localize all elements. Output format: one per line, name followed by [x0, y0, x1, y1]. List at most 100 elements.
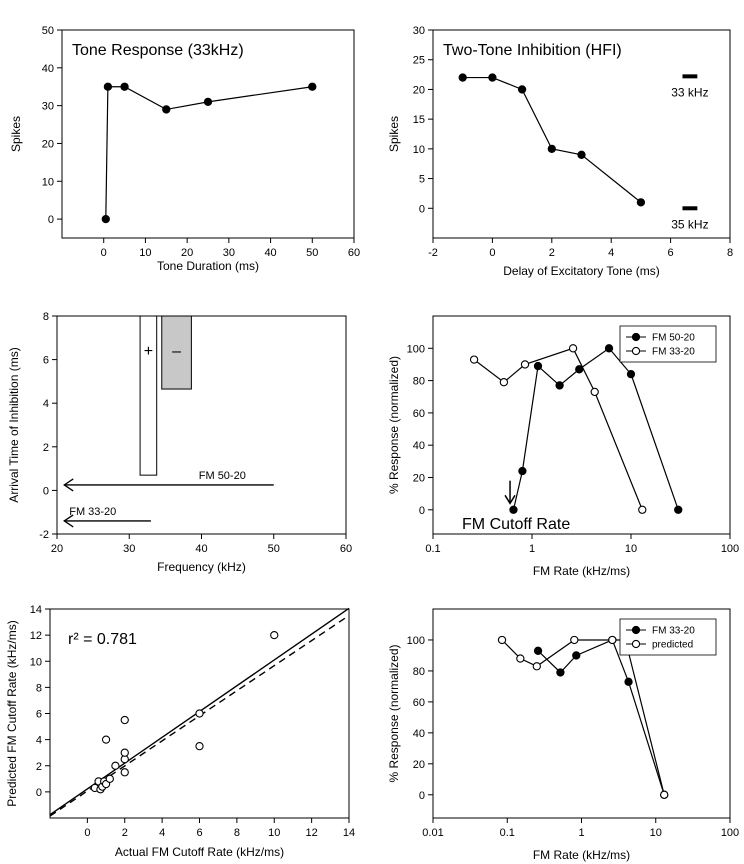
y-tick-label-D: 60 [413, 408, 425, 420]
x-tick-label-E: 8 [234, 827, 240, 839]
data-point-F-1 [497, 635, 507, 645]
legend-marker-D [631, 346, 641, 356]
y-axis-label-E: Predicted FM Cutoff Rate (kHz/ms) [5, 620, 19, 807]
data-point-E-0 [195, 709, 204, 718]
data-point-F-1 [516, 654, 525, 663]
x-tick-label-E: 0 [84, 827, 90, 839]
y-tick-label-B: 30 [413, 25, 425, 37]
y-tick-label-C: 6 [43, 355, 49, 367]
series-line-A-0 [105, 86, 313, 220]
x-tick-label-C: 50 [268, 543, 280, 555]
legend-label-D: FM 50-20 [652, 333, 695, 344]
y-tick-label-A: 0 [48, 214, 54, 226]
x-tick-label-E: 14 [343, 827, 355, 839]
x-tick-label-D: 0.1 [425, 543, 440, 555]
sweep-label-1: FM 33-20 [69, 506, 116, 518]
data-point-B-0 [547, 144, 556, 154]
data-point-B-0 [577, 150, 586, 159]
data-point-E-0 [120, 768, 129, 777]
y-tick-label-C: 4 [43, 398, 49, 410]
legend-marker-D [631, 332, 641, 342]
x-tick-label-B: -2 [428, 247, 438, 259]
x-tick-label-F: 1 [578, 827, 584, 839]
x-tick-label-F: 10 [650, 827, 662, 839]
plot-frame-B [432, 29, 731, 239]
data-point-D-1 [499, 378, 509, 387]
legend-marker-F [631, 625, 641, 635]
y-tick-label-E: 2 [36, 761, 42, 773]
y-tick-label-C: -2 [39, 529, 49, 541]
legend-label-D: FM 33-20 [652, 347, 695, 358]
data-point-A-0 [101, 214, 110, 224]
x-tick-label-C: 30 [123, 543, 135, 555]
y-axis-label-F: % Response (normalized) [387, 644, 401, 782]
data-point-D-0 [518, 466, 527, 476]
x-tick-label-A: 20 [181, 247, 193, 259]
data-point-D-1 [568, 344, 578, 353]
data-point-D-1 [469, 355, 479, 364]
x-tick-label-C: 40 [195, 543, 207, 555]
legend-box-D [619, 325, 717, 363]
x-tick-label-A: 30 [223, 247, 235, 259]
y-tick-label-C: 8 [43, 311, 49, 323]
chart-title-A: Tone Response (33kHz) [72, 42, 244, 59]
x-tick-label-B: 6 [668, 247, 674, 259]
y-tick-label-F: 80 [413, 666, 425, 678]
x-axis-label-F: FM Rate (kHz/ms) [533, 848, 630, 862]
x-tick-label-F: 100 [721, 827, 739, 839]
data-point-F-1 [660, 790, 669, 799]
legend-marker-F [631, 639, 641, 649]
data-point-E-0 [101, 735, 111, 744]
x-tick-label-B: 2 [549, 247, 555, 259]
data-point-B-0 [488, 73, 497, 82]
x-tick-label-A: 0 [101, 247, 107, 259]
y-tick-label-D: 0 [419, 505, 425, 517]
inhibition-bar-0 [139, 315, 158, 476]
x-tick-label-A: 40 [264, 247, 276, 259]
sweep-arrow-1-head [63, 514, 74, 528]
legend-label-F: predicted [652, 640, 693, 651]
series-line-D-1 [473, 347, 643, 511]
inhibition-bar-sign-1: – [172, 343, 181, 360]
x-tick-label-C: 20 [51, 543, 63, 555]
data-point-D-0 [604, 344, 614, 353]
y-tick-label-E: 4 [36, 735, 42, 747]
data-point-F-0 [533, 646, 543, 655]
x-tick-label-C: 60 [340, 543, 352, 555]
plot-frame-D [432, 315, 731, 535]
data-point-A-0 [308, 82, 317, 91]
x-tick-label-B: 4 [608, 247, 614, 259]
data-point-F-0 [572, 651, 581, 660]
y-axis-label-A: Spikes [9, 116, 23, 152]
y-tick-label-B: 0 [419, 203, 425, 215]
y-tick-label-E: 0 [36, 787, 42, 799]
data-point-B-0 [517, 85, 527, 94]
x-tick-label-E: 4 [159, 827, 165, 839]
r-squared-annotation: r² = 0.781 [68, 631, 137, 648]
data-point-B-0 [458, 73, 467, 82]
y-tick-label-E: 12 [30, 630, 42, 642]
x-tick-label-D: 10 [625, 543, 637, 555]
x-tick-label-E: 2 [122, 827, 128, 839]
data-point-D-1 [638, 505, 647, 514]
x-axis-label-D: FM Rate (kHz/ms) [533, 564, 630, 578]
sweep-arrow-0-head [63, 478, 74, 492]
y-tick-label-B: 25 [413, 55, 425, 67]
x-axis-label-A: Tone Duration (ms) [157, 259, 259, 273]
x-tick-label-E: 12 [306, 827, 318, 839]
plot-frame-A [61, 29, 355, 239]
data-point-E-0 [195, 742, 204, 751]
x-tick-label-A: 60 [348, 247, 360, 259]
tone-bar-label-1: 35 kHz [671, 217, 708, 231]
y-tick-label-F: 60 [413, 697, 425, 709]
data-point-D-0 [509, 505, 518, 514]
sweep-label-0: FM 50-20 [199, 470, 246, 482]
data-point-F-0 [624, 677, 633, 686]
data-point-A-0 [203, 97, 213, 107]
y-tick-label-A: 10 [42, 176, 54, 188]
y-axis-label-C: Arrival Time of Inhibition (ms) [7, 347, 21, 502]
x-tick-label-B: 8 [727, 247, 733, 259]
y-tick-label-A: 20 [42, 138, 54, 150]
y-tick-label-D: 20 [413, 472, 425, 484]
legend-box-F [619, 618, 717, 656]
